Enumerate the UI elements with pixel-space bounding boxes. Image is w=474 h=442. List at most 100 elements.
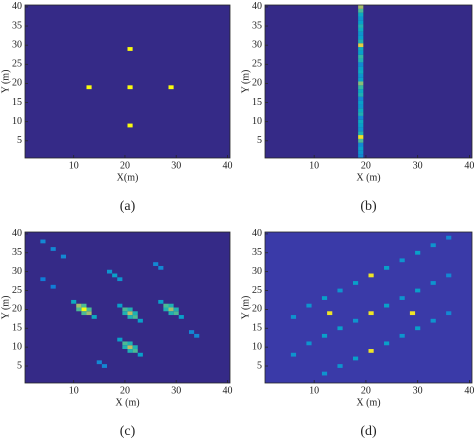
heatmap-cell	[358, 12, 364, 17]
heatmap-cell	[399, 333, 405, 338]
heatmap-cell	[399, 258, 405, 263]
heatmap-cell	[127, 349, 133, 353]
heatmap-cell	[358, 20, 364, 25]
x-tick-label: 10	[309, 385, 319, 396]
x-tick-label: 40	[464, 160, 474, 171]
y-tick-label: 40	[252, 228, 262, 239]
heatmap-cell	[352, 356, 359, 361]
heatmap-cell	[358, 138, 364, 143]
y-tick-label: 10	[252, 116, 262, 127]
heatmap-cell	[415, 250, 421, 255]
heatmap-cell	[368, 273, 374, 278]
x-tick-label: 30	[171, 160, 181, 171]
heatmap-cell	[358, 135, 364, 139]
y-tick-label: 35	[12, 247, 22, 258]
y-axis-label: Y (m)	[240, 296, 251, 320]
plot-background	[265, 5, 472, 158]
heatmap-cell	[76, 303, 82, 308]
heatmap-cell	[321, 333, 328, 338]
heatmap-cell	[194, 333, 200, 338]
heatmap-cell	[81, 311, 87, 316]
heatmap-cell	[168, 303, 174, 308]
x-tick-label: 30	[171, 385, 181, 396]
heatmap-cell	[358, 92, 364, 97]
heatmap-cell	[91, 315, 97, 319]
y-tick-label: 35	[252, 247, 262, 258]
heatmap-cell	[430, 243, 436, 248]
heatmap-cell	[337, 288, 343, 293]
heatmap-cell	[358, 108, 364, 113]
heatmap-cell	[352, 281, 359, 285]
heatmap-cell	[127, 47, 133, 51]
heatmap-cell	[358, 27, 364, 32]
x-axis-label: X (m)	[356, 172, 380, 183]
heatmap-cell	[127, 345, 133, 350]
heatmap-cell	[117, 337, 123, 342]
heatmap-cell	[71, 299, 77, 304]
heatmap-cell	[415, 288, 421, 293]
y-tick-label: 10	[252, 341, 262, 352]
y-tick-label: 20	[252, 78, 262, 89]
heatmap-cell	[384, 265, 390, 270]
y-tick-label: 20	[12, 304, 22, 315]
heatmap-cell	[358, 112, 364, 116]
heatmap-cell	[399, 296, 405, 300]
heatmap-cell	[368, 349, 374, 353]
heatmap-cell	[86, 307, 92, 312]
heatmap-cell	[60, 254, 66, 259]
heatmap-cell	[358, 58, 364, 63]
heatmap-cell	[127, 307, 133, 312]
y-tick-label: 40	[12, 228, 22, 239]
heatmap-cell	[163, 307, 169, 312]
heatmap-cell	[117, 303, 123, 308]
heatmap-cell	[358, 35, 364, 40]
heatmap-cell	[327, 311, 333, 316]
heatmap-cell	[50, 247, 56, 251]
y-axis-label: Y (m)	[0, 296, 11, 320]
heatmap-cell	[358, 54, 364, 59]
heatmap-cell	[96, 360, 102, 365]
y-tick-label: 15	[252, 323, 262, 334]
y-tick-label: 30	[12, 266, 22, 277]
heatmap-cell	[168, 307, 174, 312]
y-tick-label: 25	[252, 285, 262, 296]
heatmap-cell	[358, 150, 364, 155]
heatmap-cell	[86, 311, 92, 316]
heatmap-cell	[358, 100, 364, 105]
heatmap-cell	[173, 307, 179, 312]
y-tick-label: 20	[252, 304, 262, 315]
caption: (b)	[360, 199, 377, 214]
heatmap-cell	[132, 345, 138, 350]
heatmap-cell	[358, 81, 364, 86]
heatmap-cell	[178, 315, 184, 319]
heatmap-cell	[81, 303, 87, 308]
plot-frame	[24, 231, 231, 384]
plot-frame	[264, 4, 473, 159]
y-tick-label: 15	[252, 97, 262, 108]
heatmap-cell	[358, 119, 364, 124]
heatmap-cell	[127, 123, 133, 128]
x-axis-label: X (m)	[115, 397, 139, 408]
heatmap-cell	[358, 89, 364, 93]
y-axis-label: Y (m)	[240, 70, 251, 94]
heatmap-cell	[337, 364, 343, 368]
caption: (c)	[120, 424, 136, 439]
heatmap-cell	[358, 39, 364, 44]
heatmap-cell	[127, 311, 133, 316]
y-tick-label: 30	[12, 39, 22, 50]
heatmap-cell	[137, 352, 143, 357]
x-tick-label: 30	[413, 160, 423, 171]
heatmap-cell	[163, 303, 169, 308]
heatmap-cell	[358, 146, 364, 151]
heatmap-cell	[127, 85, 133, 90]
x-tick-label: 20	[120, 160, 130, 171]
heatmap-cell	[112, 273, 118, 278]
heatmap-cell	[358, 73, 364, 78]
y-tick-label: 15	[12, 97, 22, 108]
heatmap-cell	[358, 127, 364, 132]
heatmap-cell	[358, 5, 364, 9]
y-tick-label: 20	[12, 78, 22, 89]
y-tick-label: 10	[12, 341, 22, 352]
heatmap-cell	[81, 307, 87, 312]
